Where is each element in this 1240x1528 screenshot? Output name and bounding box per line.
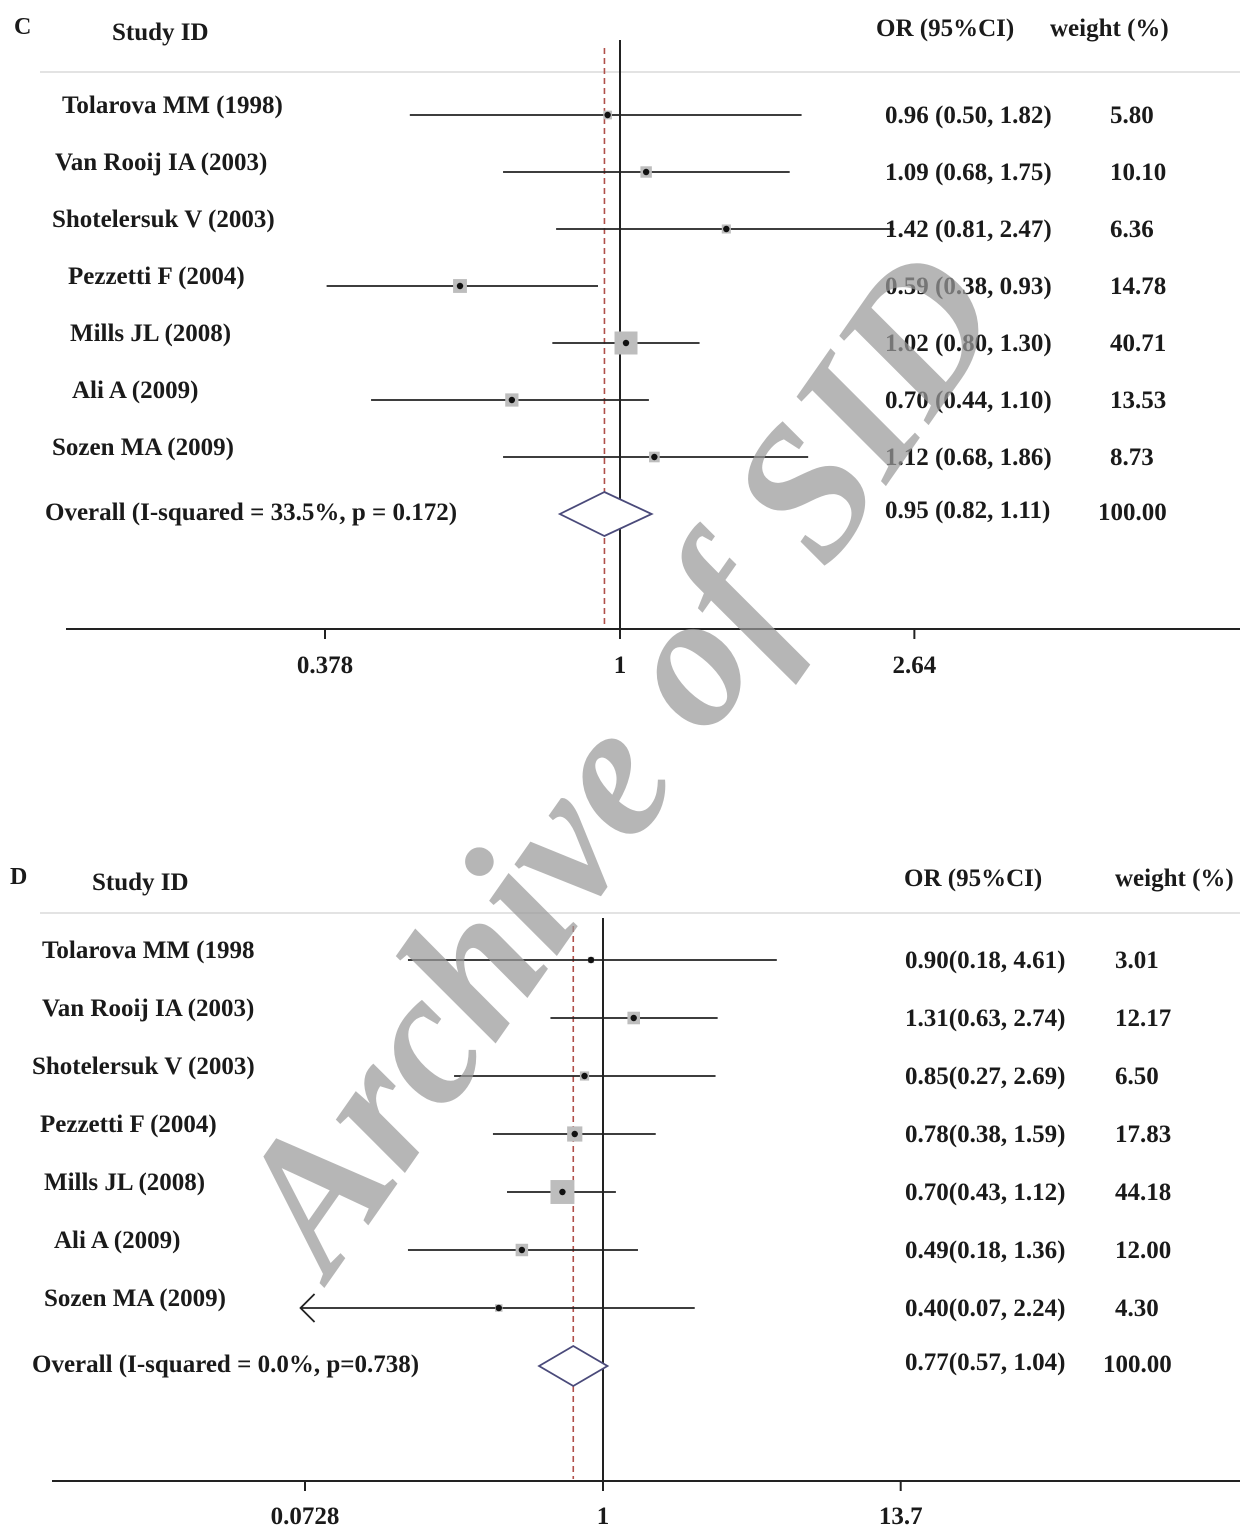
- x-tick-label: 0.0728: [271, 1503, 340, 1528]
- panel-label: D: [10, 864, 27, 890]
- panel-label: C: [14, 14, 31, 40]
- x-tick-label: 1: [597, 1503, 610, 1528]
- study-label: Mills JL (2008): [44, 1169, 205, 1196]
- or-ci-value: 0.78(0.38, 1.59): [905, 1121, 1065, 1148]
- study-label: Shotelersuk V (2003): [52, 206, 275, 233]
- overall-diamond: [557, 491, 654, 537]
- weight-value: 44.18: [1115, 1179, 1171, 1206]
- study-label: Sozen MA (2009): [44, 1285, 226, 1312]
- weight-value: 5.80: [1110, 102, 1154, 129]
- weight-value: 3.01: [1115, 947, 1159, 974]
- truncation-arrow: [299, 1293, 316, 1323]
- or-ci-value: 1.02 (0.80, 1.30): [885, 330, 1052, 357]
- weight-value: 40.71: [1110, 330, 1166, 357]
- overall-diamond: [537, 1344, 610, 1388]
- overall-or-ci-value: 0.95 (0.82, 1.11): [885, 497, 1050, 524]
- weight-value: 12.00: [1115, 1237, 1171, 1264]
- study-label: Ali A (2009): [72, 377, 198, 404]
- weight-value: 17.83: [1115, 1121, 1171, 1148]
- or-ci-header: OR (95%CI): [904, 865, 1042, 892]
- study-id-header: Study ID: [112, 19, 209, 46]
- weight-value: 13.53: [1110, 387, 1166, 414]
- weight-header: weight (%): [1115, 865, 1234, 892]
- point-estimate: [581, 1072, 588, 1080]
- or-ci-value: 0.49(0.18, 1.36): [905, 1237, 1065, 1264]
- overall-weight-value: 100.00: [1103, 1351, 1172, 1378]
- or-ci-value: 0.70 (0.44, 1.10): [885, 387, 1052, 414]
- or-ci-value: 0.40(0.07, 2.24): [905, 1295, 1065, 1322]
- study-label: Pezzetti F (2004): [40, 1111, 217, 1138]
- x-tick-label: 13.7: [879, 1503, 923, 1528]
- point-estimate: [571, 1130, 578, 1138]
- or-ci-value: 1.12 (0.68, 1.86): [885, 444, 1052, 471]
- study-id-header: Study ID: [92, 869, 189, 896]
- point-estimate: [559, 1188, 566, 1196]
- overall-label: Overall (I-squared = 33.5%, p = 0.172): [45, 499, 457, 526]
- x-tick-label: 2.64: [892, 652, 936, 679]
- weight-header: weight (%): [1050, 15, 1169, 42]
- study-label: Mills JL (2008): [70, 320, 231, 347]
- point-estimate: [495, 1304, 502, 1312]
- weight-value: 8.73: [1110, 444, 1154, 471]
- point-estimate: [723, 225, 730, 233]
- weight-value: 4.30: [1115, 1295, 1159, 1322]
- or-ci-header: OR (95%CI): [876, 15, 1014, 42]
- point-estimate: [518, 1246, 526, 1254]
- study-label: Sozen MA (2009): [52, 434, 234, 461]
- overall-or-ci-value: 0.77(0.57, 1.04): [905, 1349, 1065, 1376]
- or-ci-value: 1.42 (0.81, 2.47): [885, 216, 1052, 243]
- or-ci-value: 0.59 (0.38, 0.93): [885, 273, 1052, 300]
- study-label: Shotelersuk V (2003): [32, 1053, 255, 1080]
- or-ci-value: 0.96 (0.50, 1.82): [885, 102, 1052, 129]
- weight-value: 6.50: [1115, 1063, 1159, 1090]
- or-ci-value: 1.31(0.63, 2.74): [905, 1005, 1065, 1032]
- study-label: Tolarova MM (1998): [62, 92, 283, 119]
- point-estimate: [642, 168, 650, 176]
- overall-label: Overall (I-squared = 0.0%, p=0.738): [32, 1351, 419, 1378]
- study-label: Pezzetti F (2004): [68, 263, 245, 290]
- study-label: Van Rooij IA (2003): [42, 995, 254, 1022]
- study-label: Van Rooij IA (2003): [55, 149, 267, 176]
- x-tick-label: 0.378: [297, 652, 353, 679]
- point-estimate: [651, 453, 658, 461]
- point-estimate: [630, 1014, 637, 1022]
- or-ci-value: 0.90(0.18, 4.61): [905, 947, 1065, 974]
- study-label: Ali A (2009): [54, 1227, 180, 1254]
- or-ci-value: 1.09 (0.68, 1.75): [885, 159, 1052, 186]
- or-ci-value: 0.85(0.27, 2.69): [905, 1063, 1065, 1090]
- forest-panel-d: D Study ID OR (95%CI) weight (%) Tolarova MM…: [10, 864, 1240, 1528]
- point-estimate: [622, 339, 630, 347]
- x-tick-label: 1: [614, 652, 627, 679]
- point-estimate: [604, 111, 611, 119]
- weight-value: 10.10: [1110, 159, 1166, 186]
- point-estimate: [508, 396, 516, 404]
- weight-value: 12.17: [1115, 1005, 1171, 1032]
- study-label: Tolarova MM (1998: [42, 937, 255, 964]
- weight-value: 6.36: [1110, 216, 1154, 243]
- weight-value: 14.78: [1110, 273, 1166, 300]
- point-estimate: [456, 282, 464, 290]
- overall-weight-value: 100.00: [1098, 499, 1167, 526]
- forest-panel-c: C Study ID OR (95%CI) weight (%) Tolarova MM…: [14, 14, 1240, 679]
- point-estimate: [587, 956, 595, 964]
- or-ci-value: 0.70(0.43, 1.12): [905, 1179, 1065, 1206]
